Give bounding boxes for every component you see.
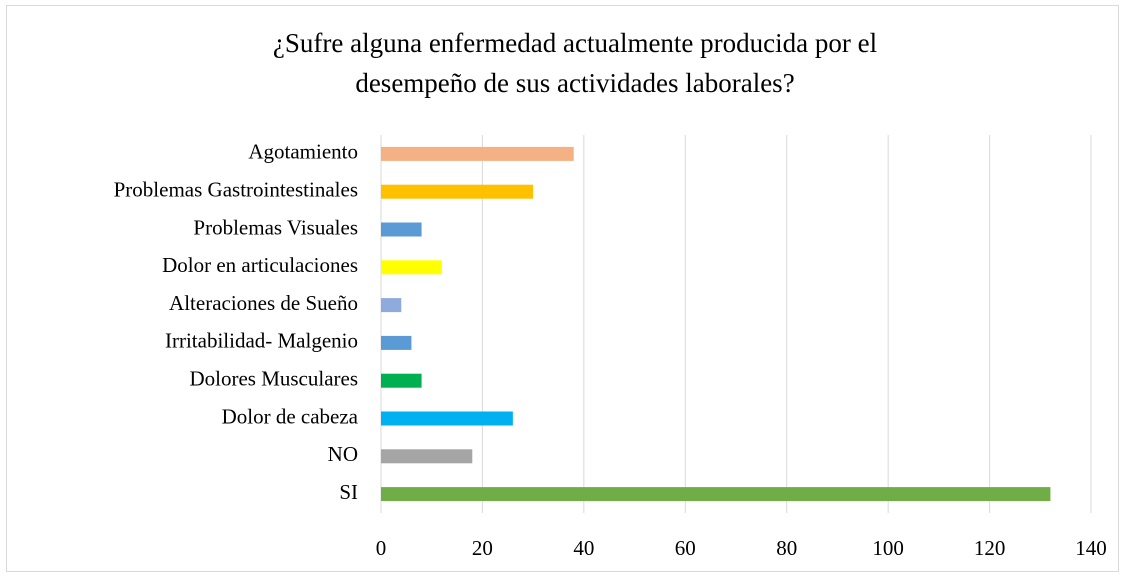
x-tick-label: 120: [974, 536, 1006, 560]
y-tick-label: Agotamiento: [248, 140, 358, 164]
y-tick-label: NO: [328, 442, 358, 466]
y-tick-label: Irritabilidad- Malgenio: [165, 329, 358, 353]
y-tick-label: Alteraciones de Sueño: [169, 291, 358, 315]
bar: [381, 260, 442, 275]
bar: [381, 146, 574, 161]
y-tick-label: Dolores Musculares: [189, 367, 358, 391]
y-tick-label: SI: [339, 480, 358, 504]
x-tick-label: 0: [376, 536, 387, 560]
bar: [381, 184, 534, 199]
y-tick-label: Dolor de cabeza: [222, 404, 359, 428]
y-tick-label: Dolor en articulaciones: [162, 253, 358, 277]
y-tick-label: Problemas Gastrointestinales: [114, 178, 358, 202]
x-tick-label: 80: [776, 536, 797, 560]
bar: [381, 335, 412, 350]
bar: [381, 373, 422, 388]
chart-title: desempeño de sus actividades laborales?: [355, 68, 794, 98]
bar: [381, 411, 513, 426]
chart-border: [6, 5, 1119, 572]
bar: [381, 222, 422, 237]
bar: [381, 449, 473, 464]
chart-title: ¿Sufre alguna enfermedad actualmente pro…: [273, 28, 877, 58]
x-tick-label: 60: [675, 536, 696, 560]
y-tick-label: Problemas Visuales: [193, 215, 358, 239]
x-tick-label: 140: [1075, 536, 1107, 560]
bar: [381, 298, 402, 313]
x-tick-label: 40: [573, 536, 594, 560]
x-tick-label: 100: [872, 536, 904, 560]
x-tick-label: 20: [472, 536, 493, 560]
bar: [381, 487, 1051, 502]
